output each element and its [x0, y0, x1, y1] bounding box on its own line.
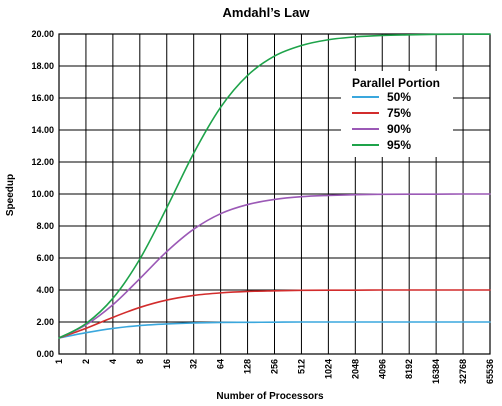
- x-tick-label: 65536: [485, 359, 495, 384]
- x-tick-label: 2: [81, 359, 91, 364]
- x-tick-label: 16384: [431, 359, 441, 384]
- x-tick-label: 8: [135, 359, 145, 364]
- legend-label: 75%: [387, 106, 411, 120]
- y-tick-label: 12.00: [31, 157, 54, 167]
- x-tick-label: 16: [162, 359, 172, 369]
- x-tick-label: 128: [243, 359, 253, 374]
- x-tick-label: 4096: [377, 359, 387, 379]
- legend-label: 90%: [387, 122, 411, 136]
- x-tick-labels: 1 2 4 8 16 32 64 128 256 512 1024 2048 4096 8192 16384…: [54, 359, 495, 384]
- x-tick-label: 512: [296, 359, 306, 374]
- y-tick-label: 8.00: [36, 221, 54, 231]
- y-tick-label: 14.00: [31, 125, 54, 135]
- y-tick-label: 6.00: [36, 253, 54, 263]
- legend-title: Parallel Portion: [352, 76, 440, 90]
- x-tick-label: 8192: [404, 359, 414, 379]
- x-tick-label: 1024: [323, 359, 333, 379]
- y-tick-label: 0.00: [36, 349, 54, 359]
- x-tick-label: 1: [54, 359, 64, 364]
- x-axis-label: Number of Processors: [216, 391, 324, 402]
- legend-label: 50%: [387, 90, 411, 104]
- y-tick-labels: 0.00 2.00 4.00 6.00 8.00 10.00 12.00 14.00 16.00…: [31, 29, 54, 359]
- y-tick-label: 20.00: [31, 29, 54, 39]
- x-tick-label: 4: [108, 359, 118, 364]
- x-tick-label: 256: [270, 359, 280, 374]
- y-tick-label: 10.00: [31, 189, 54, 199]
- x-tick-label: 32768: [458, 359, 468, 384]
- y-tick-label: 18.00: [31, 61, 54, 71]
- legend-label: 95%: [387, 138, 411, 152]
- y-tick-label: 16.00: [31, 93, 54, 103]
- y-tick-label: 4.00: [36, 285, 54, 295]
- y-axis-label: Speedup: [5, 174, 16, 216]
- x-tick-label: 32: [189, 359, 199, 369]
- legend: Parallel Portion 50% 75% 90% 95%: [341, 71, 453, 157]
- chart-title: Amdahl’s Law: [223, 5, 311, 20]
- x-tick-label: 2048: [350, 359, 360, 379]
- y-tick-label: 2.00: [36, 317, 54, 327]
- x-tick-label: 64: [216, 359, 226, 369]
